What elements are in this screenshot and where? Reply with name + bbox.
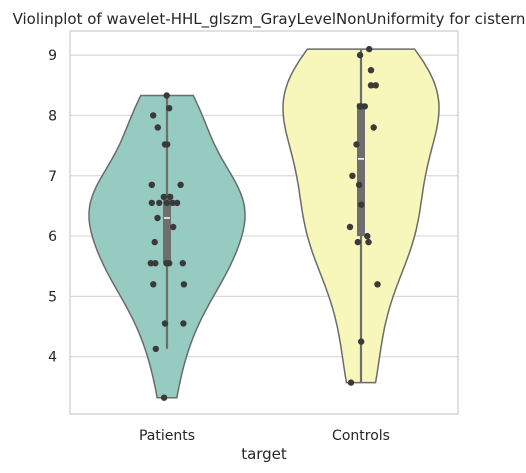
y-tick-label: 5 [48,289,57,305]
violins [88,48,440,399]
data-point [370,124,377,131]
data-point [166,105,173,112]
data-point [180,281,188,288]
data-point [357,103,364,110]
data-point [367,67,375,74]
x-axis-ticks: Patients Controls [139,428,390,444]
chart-title: Violinplot of wavelet-HHL_glszm_GrayLeve… [13,10,526,29]
strip-points [147,45,381,401]
data-point [356,51,364,59]
data-point [177,181,184,188]
data-point [151,238,158,246]
data-point [152,345,159,353]
data-point [180,320,187,327]
data-point [156,199,163,207]
data-point [160,193,167,201]
data-point [372,82,379,89]
x-tick-label: Patients [139,428,195,444]
data-point [169,199,176,207]
data-point [349,172,356,179]
data-point [374,281,381,288]
data-point [170,223,177,231]
data-point [167,193,174,201]
data-point [150,281,157,288]
data-point [150,112,157,119]
plot-frame [69,30,459,415]
data-point [347,379,355,386]
data-point [163,260,170,267]
data-point [365,238,372,246]
data-point [152,260,159,267]
y-tick-label: 8 [48,108,57,124]
data-point [154,124,161,131]
data-point [358,201,365,208]
data-point [154,214,161,222]
iqr-box [163,193,171,264]
data-point [161,320,169,327]
data-point [353,141,360,148]
y-tick-label: 7 [48,169,57,185]
data-point [364,232,371,240]
data-point [367,82,375,89]
data-point [147,260,154,267]
data-point [355,181,363,188]
x-tick-label: Controls [332,428,390,444]
y-tick-label: 6 [48,229,57,245]
data-point [148,181,155,188]
data-point [163,199,171,207]
x-axis-title: target [241,445,287,463]
data-point [164,141,171,148]
data-point [160,394,168,401]
data-point [163,92,170,99]
y-axis-ticks: 4 5 6 7 8 9 [48,48,57,366]
data-point [366,45,373,53]
data-point [148,199,155,207]
data-point [179,260,186,267]
data-point [173,199,181,207]
data-point [346,223,354,231]
iqr-box [357,103,365,237]
y-tick-label: 4 [48,350,57,366]
data-point [354,238,361,246]
data-point [358,338,365,345]
y-tick-label: 9 [48,48,57,64]
